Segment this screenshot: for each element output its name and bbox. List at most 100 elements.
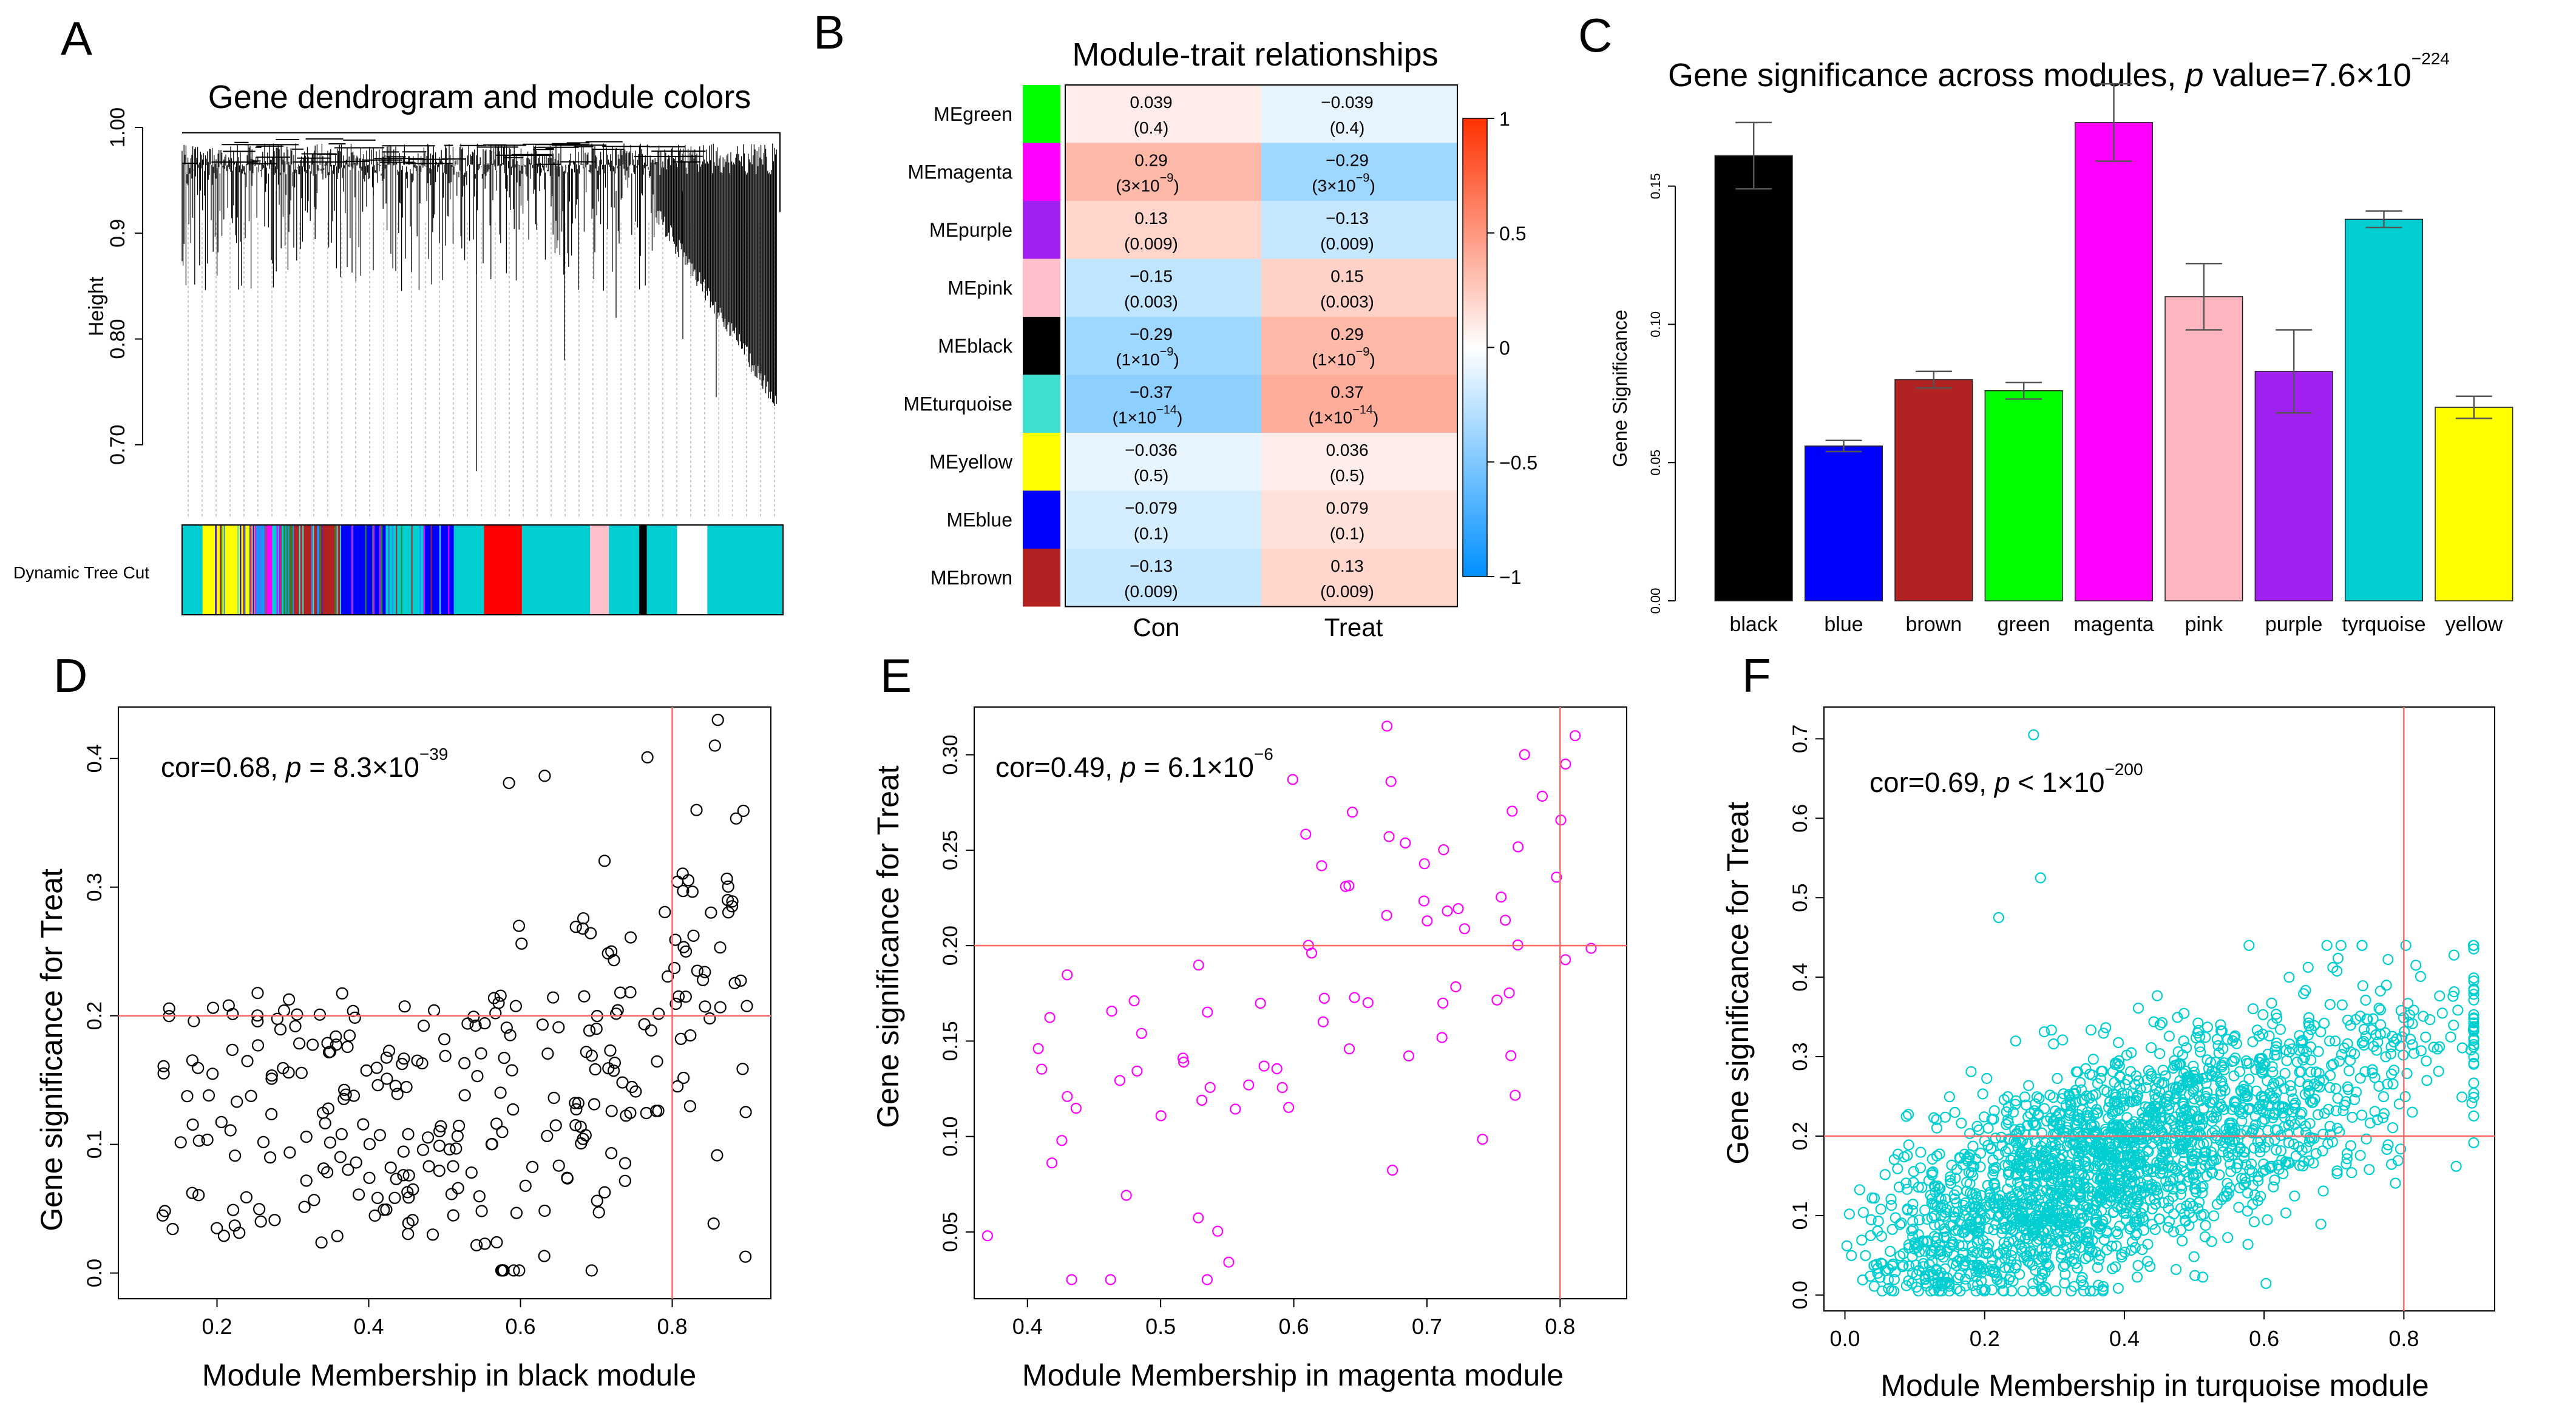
scatter-point xyxy=(2188,1086,2199,1097)
scatter-point xyxy=(2142,1256,2154,1267)
scatter-point xyxy=(469,1019,482,1032)
scatter-point xyxy=(2385,1159,2398,1170)
scatter-point xyxy=(478,1017,491,1030)
scatter-point xyxy=(2374,1028,2386,1040)
scatter-point xyxy=(1381,910,1392,921)
scatter-point xyxy=(2424,1014,2436,1026)
scatter-point xyxy=(241,1055,254,1068)
scatter-point xyxy=(1963,1166,1974,1178)
scatter-point xyxy=(2138,1214,2149,1225)
scatter-point xyxy=(2333,1055,2345,1067)
scatter-point xyxy=(714,941,727,954)
scatter-point xyxy=(2137,1244,2148,1256)
panel-d-ylabel: Gene significance for Treat xyxy=(35,868,69,1231)
scatter-point xyxy=(2327,1136,2338,1148)
scatter-point xyxy=(2110,1240,2122,1252)
scatter-point xyxy=(2266,997,2277,1009)
scatter-point xyxy=(741,1000,753,1012)
scatter-point xyxy=(2074,1217,2086,1229)
scatter-point xyxy=(1196,1094,1208,1106)
scatter-point xyxy=(1255,997,1266,1009)
scatter-point xyxy=(1903,1242,1914,1254)
scatter-point xyxy=(397,1145,410,1158)
scatter-point xyxy=(2262,1214,2273,1226)
error-bar-brown xyxy=(1915,370,1952,389)
heatmap-cell-pvalue-close: ) xyxy=(1369,177,1375,195)
panel-b-heatmap: Module-trait relationships MEgreen 0.039 (… xyxy=(903,36,1537,641)
scatter-point xyxy=(577,912,590,925)
module-color-swatch xyxy=(1023,549,1060,607)
tree-cut-segment xyxy=(609,525,640,615)
dendrogram-branches xyxy=(181,143,777,472)
scatter-point xyxy=(192,1189,205,1202)
scatter-point xyxy=(2209,1132,2221,1144)
scatter-point xyxy=(2354,1072,2366,1084)
scatter-point xyxy=(541,1129,554,1142)
scatter-point xyxy=(1979,1212,1991,1224)
heatmap-cell-treat xyxy=(1261,85,1457,143)
scatter-point xyxy=(616,1076,629,1089)
scatter-point xyxy=(1846,1250,1857,1261)
scatter-point xyxy=(2038,1162,2050,1174)
module-color-swatch xyxy=(1023,374,1060,433)
scatter-point xyxy=(186,1054,198,1067)
scatter-point xyxy=(2015,1123,2026,1135)
scatter-point xyxy=(2226,1103,2238,1115)
scatter-point xyxy=(2395,1004,2407,1017)
scatter-point xyxy=(360,1064,373,1077)
panel-c-bar-chart: Gene significance across modules, p valu… xyxy=(1609,49,2513,636)
tree-cut-stripe xyxy=(240,525,242,615)
scatter-point xyxy=(2029,1105,2040,1117)
panel-f-annotation: cor=0.69, p < 1×10−200 xyxy=(1869,760,2143,798)
scatter-point xyxy=(1202,1006,1213,1018)
scatter-point xyxy=(2119,1247,2130,1258)
scatter-point xyxy=(390,1173,402,1185)
scatter-point xyxy=(2105,1190,2117,1202)
tree-cut-stripe xyxy=(439,525,441,615)
scatter-point xyxy=(2175,1140,2187,1152)
heatmap-cell-con xyxy=(1065,317,1261,375)
scatter-point xyxy=(382,1044,396,1057)
bar-label-pink: pink xyxy=(2185,613,2223,636)
scatter-point xyxy=(2039,1214,2051,1226)
scatter-point xyxy=(2468,972,2479,984)
scatter-point xyxy=(1903,1139,1914,1151)
scatter-point xyxy=(2019,1091,2030,1103)
scatter-point xyxy=(711,1149,724,1162)
scatter-point xyxy=(2382,1139,2394,1151)
scatter-point xyxy=(1964,1128,1976,1139)
scatter-point xyxy=(2224,1117,2235,1129)
panel-c-title-exponent: −224 xyxy=(2412,49,2450,68)
scatter-point xyxy=(2270,1008,2282,1020)
scatter-point xyxy=(2061,1127,2072,1139)
heatmap-cell-con xyxy=(1065,490,1261,549)
scatter-point xyxy=(2371,1044,2382,1056)
scatter-point xyxy=(2271,1041,2282,1052)
scatter-point xyxy=(1939,1279,1951,1290)
scatter-point xyxy=(711,714,724,726)
scatter-point xyxy=(2378,1108,2390,1120)
scatter-point xyxy=(510,1207,523,1219)
heatmap-cell-pvalue-close: ) xyxy=(1373,408,1378,427)
scatter-point xyxy=(2000,1196,2012,1207)
panel-c-ytick-label: 0.00 xyxy=(1648,588,1663,614)
scatter-point xyxy=(2033,1108,2044,1120)
scatter-point xyxy=(1056,1135,1068,1146)
scatter-point xyxy=(2076,1104,2088,1115)
scatter-point xyxy=(1906,1225,1917,1237)
scatter-point xyxy=(1981,1248,1992,1259)
scatter-point xyxy=(578,990,591,1003)
scatter-point xyxy=(2075,1077,2086,1088)
scatter-point xyxy=(2256,1066,2268,1078)
scatter-point xyxy=(421,1131,435,1144)
scatter-point xyxy=(1996,1278,2008,1289)
tree-cut-stripe xyxy=(423,525,425,615)
scatter-point xyxy=(2154,1048,2166,1060)
scatter-point xyxy=(1287,774,1298,785)
scatter-point xyxy=(2206,1127,2218,1139)
scatter-point xyxy=(538,1204,551,1217)
scatter-point xyxy=(2010,1259,2022,1271)
xtick-label: 0.0 xyxy=(1830,1326,1860,1351)
scatter-point xyxy=(2050,1145,2061,1157)
tree-cut-stripe xyxy=(302,525,304,615)
